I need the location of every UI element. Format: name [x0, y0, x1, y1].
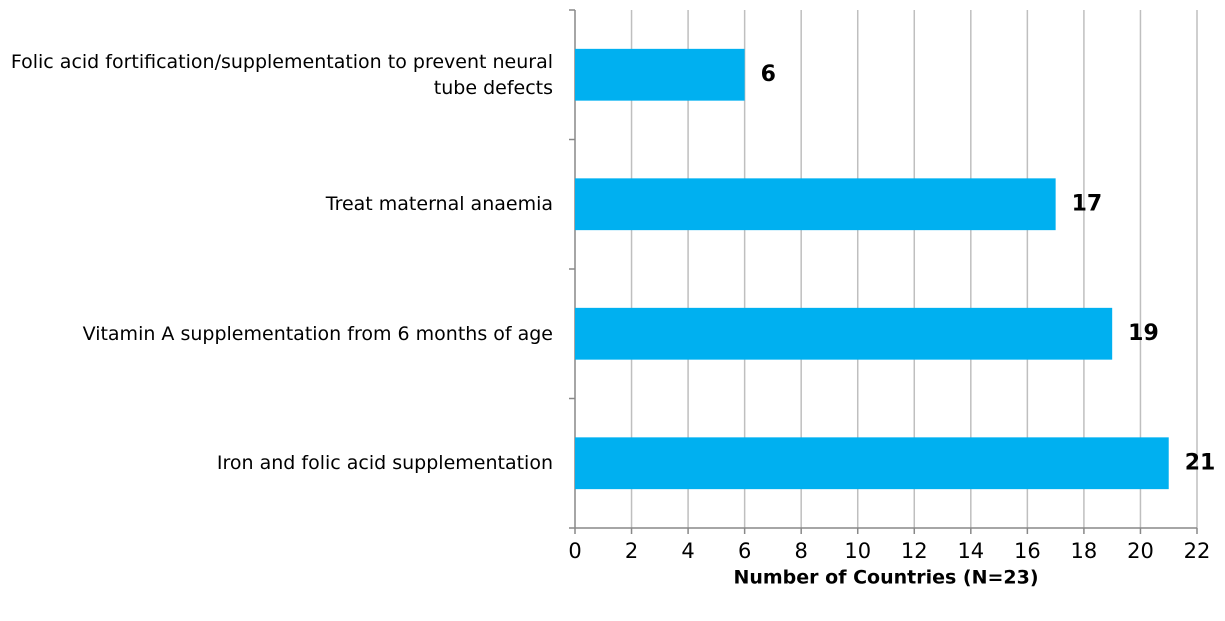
x-tick-label: 18 — [1071, 539, 1098, 563]
bar — [575, 178, 1056, 231]
x-tick-label: 20 — [1127, 539, 1154, 563]
y-tick-label: Folic acid fortification/supplementation… — [10, 50, 553, 99]
x-tick-label: 16 — [1014, 539, 1041, 563]
data-label: 6 — [761, 62, 776, 87]
data-label: 17 — [1072, 191, 1103, 216]
data-label: 21 — [1185, 450, 1216, 475]
x-tick-label: 0 — [568, 539, 581, 563]
y-tick-label: Treat maternal anaemia — [325, 193, 553, 216]
x-tick-label: 22 — [1184, 539, 1211, 563]
y-tick-label: Iron and folic acid supplementation — [216, 452, 553, 475]
bar — [575, 48, 745, 101]
bar — [575, 437, 1169, 490]
x-tick-label: 12 — [901, 539, 928, 563]
y-tick-label: Vitamin A supplementation from 6 months … — [82, 322, 553, 345]
x-tick-label: 6 — [738, 539, 751, 563]
bar — [575, 307, 1113, 360]
x-tick-label: 2 — [625, 539, 638, 563]
x-axis-label: Number of Countries (N=23) — [733, 567, 1038, 589]
x-tick-label: 10 — [844, 539, 871, 563]
x-tick-label: 4 — [681, 539, 694, 563]
x-tick-label: 8 — [794, 539, 807, 563]
data-label: 19 — [1128, 321, 1159, 346]
x-tick-label: 14 — [957, 539, 984, 563]
